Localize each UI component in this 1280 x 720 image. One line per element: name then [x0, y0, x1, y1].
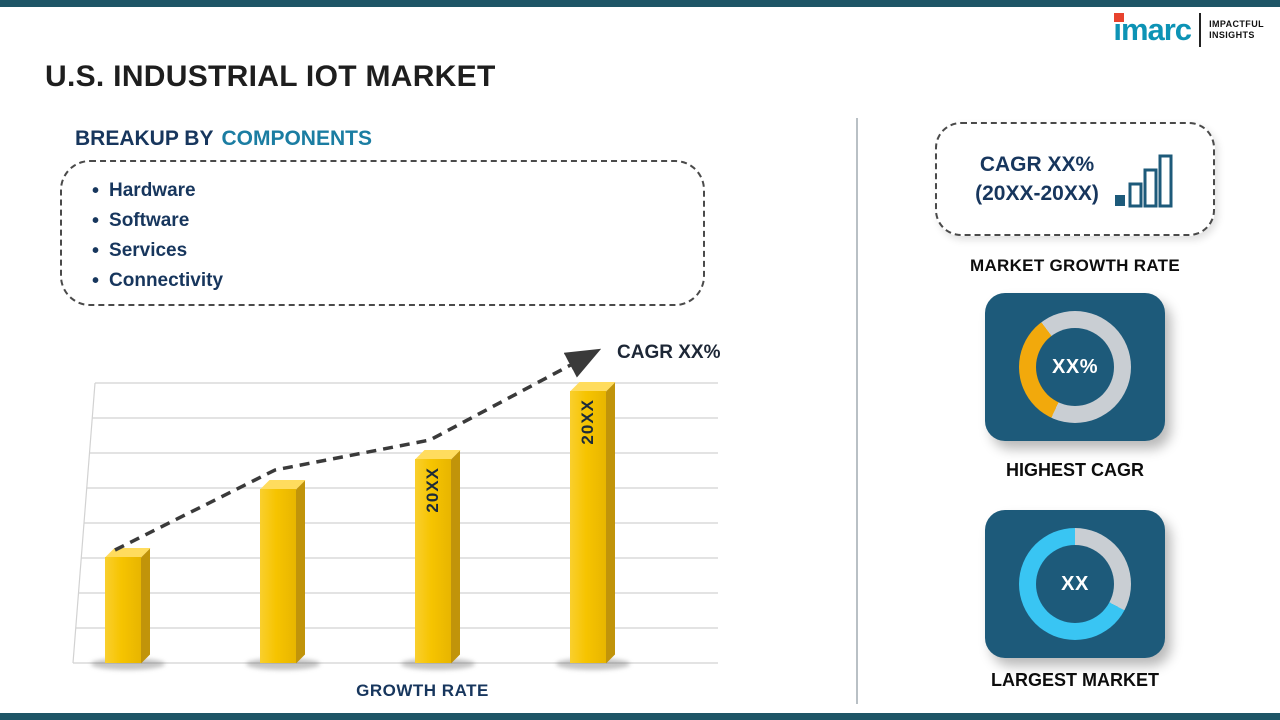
page-title: U.S. INDUSTRIAL IOT MARKET: [45, 60, 496, 93]
largest-market-value: XX: [1036, 545, 1114, 623]
cagr-summary-box: CAGR XX% (20XX-20XX): [935, 122, 1215, 236]
chart-bar: 20XX: [415, 459, 451, 663]
component-label: Hardware: [109, 180, 196, 201]
imarc-logo: imarc IMPACTFUL INSIGHTS: [1113, 12, 1264, 48]
breakup-heading: BREAKUP BY COMPONENTS: [75, 127, 372, 151]
bullet-icon: •: [92, 240, 100, 262]
largest-market-donut-chart: XX: [1019, 528, 1131, 640]
bar-chart-icon: [1114, 154, 1173, 208]
top-accent-strip: [0, 0, 1280, 7]
chart-bar: 20XX: [570, 391, 606, 663]
logo-red-flag-icon: [1114, 13, 1125, 22]
section-divider: [856, 118, 858, 704]
component-label: Services: [109, 240, 188, 261]
x-axis-label: GROWTH RATE: [356, 681, 489, 700]
list-item-software: • Software: [92, 206, 703, 236]
bottom-accent-strip: [0, 713, 1280, 720]
logo-divider: [1199, 13, 1202, 47]
chart-bar-label: 20XX: [578, 399, 597, 445]
breakup-heading-highlight: COMPONENTS: [221, 127, 372, 150]
highest-cagr-value: XX%: [1036, 328, 1114, 406]
logo-brand-text: imarc: [1113, 12, 1192, 47]
cagr-summary-text: CAGR XX% (20XX-20XX): [975, 150, 1099, 208]
list-item-services: • Services: [92, 236, 703, 266]
logo-tagline: IMPACTFUL INSIGHTS: [1209, 19, 1264, 41]
market-growth-rate-label: MARKET GROWTH RATE: [969, 256, 1180, 275]
highest-cagr-label: HIGHEST CAGR: [1005, 460, 1144, 480]
largest-market-label: LARGEST MARKET: [991, 670, 1159, 690]
trend-cagr-label: CAGR XX%: [617, 342, 721, 363]
breakup-heading-prefix: BREAKUP BY: [75, 127, 214, 150]
bullet-icon: •: [92, 270, 100, 292]
logo-tagline-line1: IMPACTFUL: [1209, 19, 1264, 29]
cagr-line2: (20XX-20XX): [975, 182, 1099, 205]
logo-brand-wrap: imarc: [1113, 12, 1192, 48]
component-label: Connectivity: [109, 270, 224, 291]
component-label: Software: [109, 210, 190, 231]
highest-cagr-tile: XX%: [985, 293, 1165, 441]
bullet-icon: •: [92, 180, 100, 202]
list-item-hardware: • Hardware: [92, 176, 703, 206]
largest-market-tile: XX: [985, 510, 1165, 658]
components-list-box: • Hardware • Software • Services • Connectiv…: [60, 160, 705, 306]
bullet-icon: •: [92, 210, 100, 232]
chart-bar: [260, 489, 296, 663]
cagr-line1: CAGR XX%: [979, 153, 1095, 176]
chart-bar-label: 20XX: [423, 467, 442, 513]
logo-tagline-line2: INSIGHTS: [1209, 30, 1255, 40]
chart-bars-layer: 20XX 20XX: [65, 340, 720, 680]
growth-rate-bar-chart: 20XX 20XX CAGR XX%: [65, 340, 720, 680]
chart-bar: [105, 557, 141, 663]
highest-cagr-donut-chart: XX%: [1019, 311, 1131, 423]
list-item-connectivity: • Connectivity: [92, 266, 703, 296]
